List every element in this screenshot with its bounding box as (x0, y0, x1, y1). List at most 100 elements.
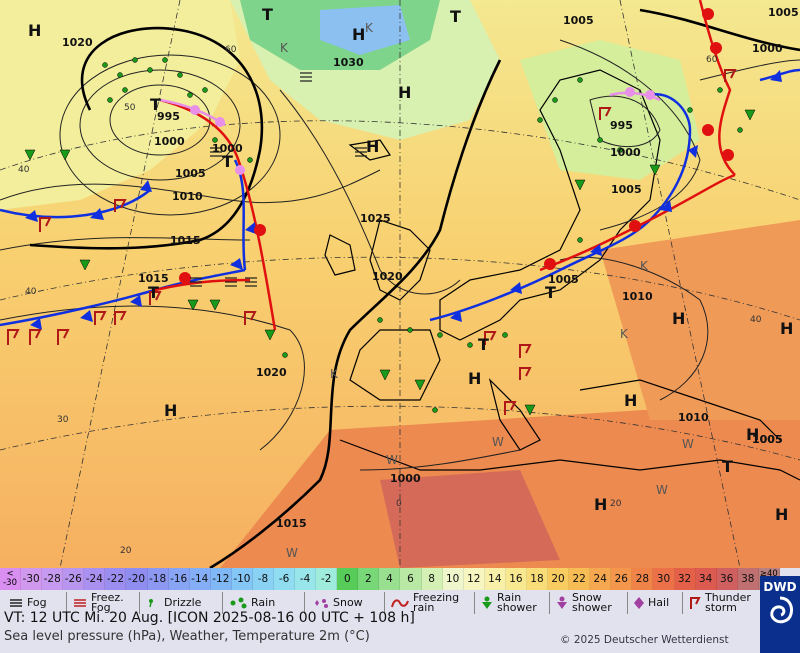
mark-k: K (620, 327, 629, 341)
hail-icon (633, 596, 645, 610)
isobars (0, 39, 800, 471)
scale-cell: 18 (526, 568, 549, 590)
pressure-label: 1000 (390, 472, 421, 485)
snow-icon (310, 597, 330, 609)
fog-symbols (190, 72, 367, 287)
legend-separator (222, 592, 223, 614)
scale-cell: 2 (358, 568, 380, 590)
warm-front-semicircles (179, 8, 734, 284)
snow-shower-icon (555, 596, 569, 610)
legend-item-label: Snow (333, 596, 363, 609)
temperature-label: 20 (120, 546, 132, 556)
scale-cell: 30 (653, 568, 675, 590)
legend-item-label: Snow shower (572, 591, 612, 614)
pressure-label: 1005 (563, 14, 594, 27)
thunderstorm-icon (688, 596, 702, 610)
legend-separator (384, 592, 385, 614)
freezing-fog-icon (72, 597, 88, 609)
legend-item-hail: Hail (633, 592, 669, 614)
scale-cell: 32 (674, 568, 696, 590)
scale-cell: -24 (84, 568, 106, 590)
map-description: Sea level pressure (hPa), Weather, Tempe… (4, 629, 370, 644)
high-pressure-marker: H (746, 425, 759, 444)
high-pressure-marker: H (780, 319, 793, 338)
scale-cell: 28 (632, 568, 654, 590)
scale-cell: 22 (569, 568, 591, 590)
pressure-label: 1005 (768, 6, 799, 19)
high-pressure-marker: H (468, 369, 481, 388)
drizzle-icon (145, 597, 161, 609)
legend-separator (304, 592, 305, 614)
weather-map: 1020 1005 1000 995 1000 1005 1010 1015 1… (0, 0, 800, 570)
legend-item-label: Thunder storm (705, 591, 751, 614)
occluded-front-marks (190, 87, 655, 175)
dwd-logo-text: DWD (763, 580, 797, 594)
scale-cell: 20 (548, 568, 570, 590)
legend-item-rain-shower: Rain shower (480, 592, 537, 614)
mark-w: W (492, 435, 504, 449)
low-pressure-marker: T (148, 283, 159, 302)
mark-w: W (656, 483, 668, 497)
pressure-label: 1005 (548, 273, 579, 286)
valid-time: VT: 12 UTC Mi. 20 Aug. [ICON 2025-08-16 … (4, 610, 415, 626)
scale-cell: 26 (611, 568, 633, 590)
temperature-label: 30 (57, 415, 69, 425)
pressure-label: 1005 (611, 183, 642, 196)
high-pressure-marker: H (672, 309, 685, 328)
legend-separator (474, 592, 475, 614)
low-pressure-marker: T (478, 335, 489, 354)
scale-cell: < -30 (0, 568, 22, 590)
pressure-label: 1010 (678, 411, 709, 424)
legend-separator (682, 592, 683, 614)
temperature-label: 20 (610, 499, 622, 509)
legend-item-label: Fog (27, 596, 47, 609)
legend-separator (66, 592, 67, 614)
pressure-label: 1020 (372, 270, 403, 283)
high-pressure-marker: H (164, 401, 177, 420)
cold-zone-greenland (320, 5, 410, 55)
legend-item-label: Hail (648, 596, 670, 609)
warm-zone-east (600, 220, 800, 420)
cool-zone-atlantic (0, 0, 240, 210)
legend-item-label: Freez. Fog (91, 591, 124, 614)
legend-item-label: Rain shower (497, 591, 537, 614)
rain-shower-symbols (24, 109, 756, 416)
pressure-label: 1015 (276, 517, 307, 530)
scale-cell: 6 (400, 568, 422, 590)
scale-cell: 8 (421, 568, 443, 590)
legend-separator (139, 592, 140, 614)
high-pressure-marker: H (398, 83, 411, 102)
cold-front-triangles (25, 70, 782, 330)
dwd-logo: DWD (760, 576, 800, 653)
pressure-label: 995 (157, 110, 180, 123)
pressure-centers: H H H H H H H H H H H H T T T T T T T T (28, 5, 793, 524)
pressure-label: 1020 (62, 36, 93, 49)
scale-cell: 4 (379, 568, 401, 590)
high-pressure-marker: H (366, 137, 379, 156)
pressure-label: 1000 (610, 146, 641, 159)
temperature-label: 60 (225, 45, 237, 55)
mark-k: K (365, 21, 374, 35)
legend-item-label: Drizzle (164, 596, 202, 609)
scale-cell: -30 (21, 568, 43, 590)
mark-w: W (682, 437, 694, 451)
legend-separator (549, 592, 550, 614)
scale-cell: -2 (316, 568, 338, 590)
isobar-1015 (29, 8, 800, 570)
scale-cell: -8 (252, 568, 275, 590)
temperature-label: 60 (706, 55, 718, 65)
scale-cell: 36 (716, 568, 738, 590)
scale-cell: 0 (337, 568, 359, 590)
scale-cell: -4 (295, 568, 317, 590)
high-pressure-marker: H (594, 495, 607, 514)
pressure-label: 1005 (752, 433, 783, 446)
scale-cell: 14 (484, 568, 506, 590)
low-pressure-marker: T (262, 5, 273, 24)
weather-map-svg: 1020 1005 1000 995 1000 1005 1010 1015 1… (0, 0, 800, 570)
legend-item-label: Rain (251, 596, 276, 609)
scale-cell: -14 (189, 568, 211, 590)
mark-w: W (286, 546, 298, 560)
high-pressure-marker: H (775, 505, 788, 524)
coastlines (324, 69, 800, 481)
low-pressure-marker: T (222, 152, 233, 171)
